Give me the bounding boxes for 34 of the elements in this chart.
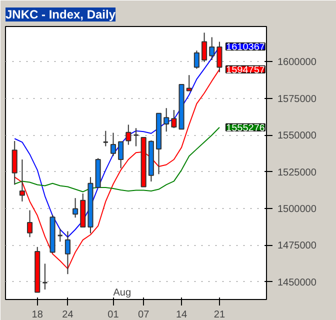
annotation: 1555276 — [226, 122, 266, 134]
candlestick — [64, 230, 70, 275]
x-tick-label: 01 — [108, 310, 120, 320]
candlestick — [27, 210, 33, 238]
candlestick — [186, 74, 192, 92]
y-tick-label: 1575000 — [278, 94, 317, 105]
x-tick-label: 24 — [62, 310, 74, 320]
candlestick — [42, 263, 48, 290]
candlestick — [110, 132, 116, 157]
candlestick — [19, 158, 25, 202]
y-tick-label: 1600000 — [278, 57, 317, 68]
y-tick-label: 1500000 — [278, 204, 317, 215]
candlestick — [126, 124, 132, 146]
candlestick — [171, 110, 177, 129]
candlestick — [118, 141, 124, 169]
candlestick — [209, 36, 215, 60]
chart-title: JNKC - Index, Daily — [6, 8, 116, 22]
x-tick-label: 18 — [32, 310, 44, 320]
y-tick-label: 1475000 — [278, 240, 317, 252]
line-series — [14, 126, 220, 192]
candlestick — [102, 130, 109, 147]
y-tick-label: 1550000 — [278, 130, 317, 142]
annotation: Aug — [113, 288, 132, 298]
candlestick — [194, 50, 200, 70]
y-tick-label: 1525000 — [278, 167, 317, 178]
candlestick — [202, 32, 208, 63]
candlestick — [57, 228, 64, 242]
x-tick-label: 21 — [214, 310, 226, 320]
candlestick — [164, 108, 170, 132]
candlestick — [72, 198, 78, 218]
y-tick-label: 1450000 — [278, 277, 317, 288]
x-tick-label: 14 — [176, 310, 188, 320]
x-tick-label: 07 — [138, 310, 150, 320]
candlestick — [132, 128, 140, 147]
